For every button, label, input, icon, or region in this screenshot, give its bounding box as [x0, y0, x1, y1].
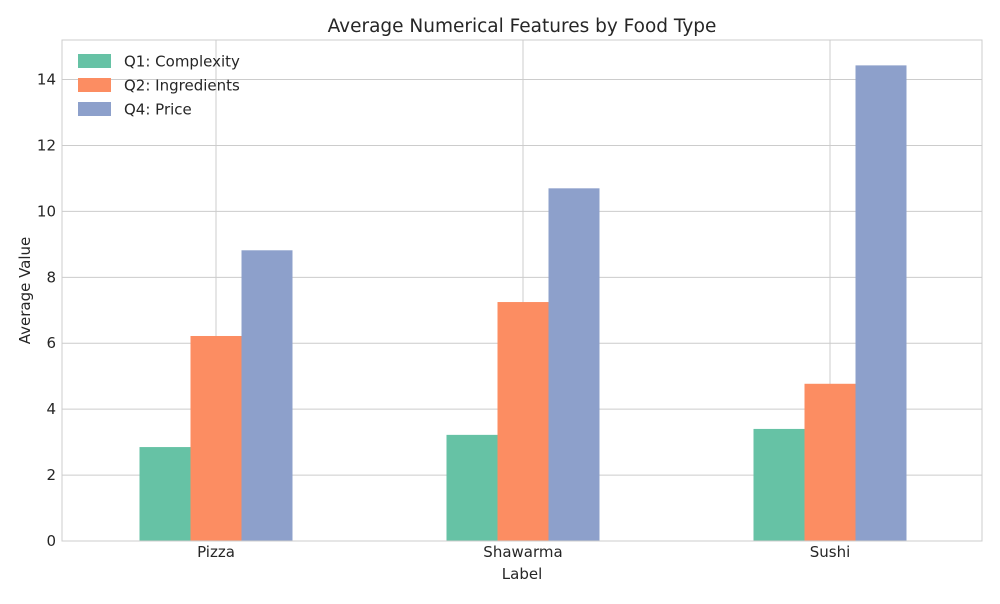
- x-axis-label: Label: [502, 565, 542, 583]
- y-axis-ticks: 0 2 4 6 8 10 12 14: [37, 71, 56, 550]
- y-tick-label: 0: [46, 532, 56, 550]
- y-tick-label: 12: [37, 136, 56, 154]
- legend-swatch: [78, 102, 111, 116]
- y-tick-label: 2: [46, 466, 56, 484]
- bar-q4-price-sushi: [855, 65, 907, 541]
- bar-q2-ingredients-pizza: [190, 335, 242, 541]
- bar-q4-price-shawarma: [548, 188, 600, 541]
- y-tick-label: 10: [37, 202, 56, 220]
- bar-q1-complexity-sushi: [753, 428, 805, 541]
- bar-q2-ingredients-sushi: [804, 383, 856, 541]
- bars: [139, 65, 907, 542]
- legend-entry-label: Q4: Price: [124, 101, 192, 119]
- x-tick-label: Sushi: [810, 543, 851, 561]
- chart-title: Average Numerical Features by Food Type: [328, 16, 717, 37]
- bar-q2-ingredients-shawarma: [497, 302, 549, 541]
- x-tick-label: Shawarma: [483, 543, 562, 561]
- bar-q1-complexity-pizza: [139, 447, 191, 541]
- plot-frame: [61, 39, 983, 542]
- bar-q1-complexity-shawarma: [446, 434, 498, 541]
- legend-swatch: [78, 78, 111, 92]
- y-tick-label: 4: [46, 400, 56, 418]
- x-tick-label: Pizza: [197, 543, 235, 561]
- y-tick-label: 14: [37, 71, 56, 89]
- legend-entry-label: Q2: Ingredients: [124, 77, 240, 95]
- y-tick-label: 8: [46, 268, 56, 286]
- bar-q4-price-pizza: [241, 250, 293, 542]
- legend: Q1: Complexity Q2: Ingredients Q4: Price: [78, 53, 240, 119]
- legend-entry-label: Q1: Complexity: [124, 53, 240, 71]
- legend-swatch: [78, 54, 111, 68]
- x-axis-ticks: Pizza Shawarma Sushi: [197, 543, 850, 561]
- y-tick-label: 6: [46, 334, 56, 352]
- y-axis-label: Average Value: [16, 237, 34, 345]
